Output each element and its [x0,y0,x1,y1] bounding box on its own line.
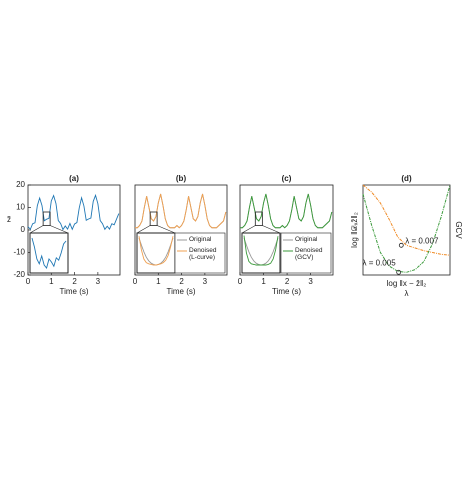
panel-title: (b) [176,174,187,183]
y-tick-label: -10 [13,248,25,257]
x-tick-label: 1 [156,277,161,286]
y-axis-label: z̃ [7,215,11,224]
legend-entry: Original [295,236,318,243]
legend-entry: Original [189,236,212,243]
x-tick-label: 2 [285,277,290,286]
zoom-box [149,211,158,226]
inset-line [138,236,174,266]
x-axis-label: Time (s) [166,287,195,296]
series-line [240,193,333,229]
x-tick-label: 2 [179,277,184,286]
x-tick-label: 2 [72,277,77,286]
zoom-box [254,211,263,226]
annotation-marker [398,242,404,248]
series-line [362,184,451,273]
y2-axis-label: GCV [454,221,463,239]
inset-line [31,237,67,269]
x-tick-label: 3 [308,277,313,286]
axes-frame [134,184,228,276]
x-axis-label: Time (s) [59,287,88,296]
panel-title: (d) [401,174,412,183]
zoom-box [42,211,51,226]
series-line [135,193,227,229]
legend-label: Original [295,236,318,243]
inset-line [243,235,279,266]
legend-label: Denoised (GCV) [295,247,323,261]
x-tick-label: 0 [26,277,31,286]
y-tick-label: 10 [16,203,25,212]
zoom-connector [136,225,151,234]
annotation-marker [396,269,402,275]
x-tick-label: 1 [261,277,266,286]
legend-label: Denoised (L-curve) [189,247,217,261]
y-tick-label: 20 [16,180,25,189]
legend-entry: Denoised (L-curve) [189,247,217,261]
zoom-connector [50,225,69,234]
inset-frame [29,232,69,274]
x-tick-label: 3 [203,277,208,286]
series-line [27,193,120,231]
legend-entry: Denoised (GCV) [295,247,323,261]
y-tick-label: -20 [13,270,25,279]
series-line [135,193,227,229]
x-tick-label: 3 [96,277,101,286]
series-line [362,184,451,256]
y-axis-label: log ‖𝒟ₓẑ‖₂ [350,212,359,248]
annotation: λ = 0.007 [405,236,439,245]
zoom-connector [29,225,44,234]
x-tick-label: 1 [49,277,54,286]
x-axis-label: log ‖x − ẑ‖₂ [387,279,427,288]
x-axis-label: Time (s) [272,287,301,296]
inset-frame [241,232,281,274]
annotation: λ = 0.005 [363,258,397,267]
zoom-connector [241,225,256,234]
zoom-connector [157,225,176,234]
x-tick-label: 0 [238,277,243,286]
panel-title: (c) [282,174,292,183]
axes-frame [239,184,334,276]
legend-label: Original [189,236,212,243]
x-axis-label-2: λ [405,289,409,298]
zoom-connector [262,225,281,234]
axes-frame [362,184,451,276]
panel-title: (a) [69,174,79,183]
series-line [240,193,333,229]
x-tick-label: 0 [133,277,138,286]
y-tick-label: 0 [21,225,26,234]
